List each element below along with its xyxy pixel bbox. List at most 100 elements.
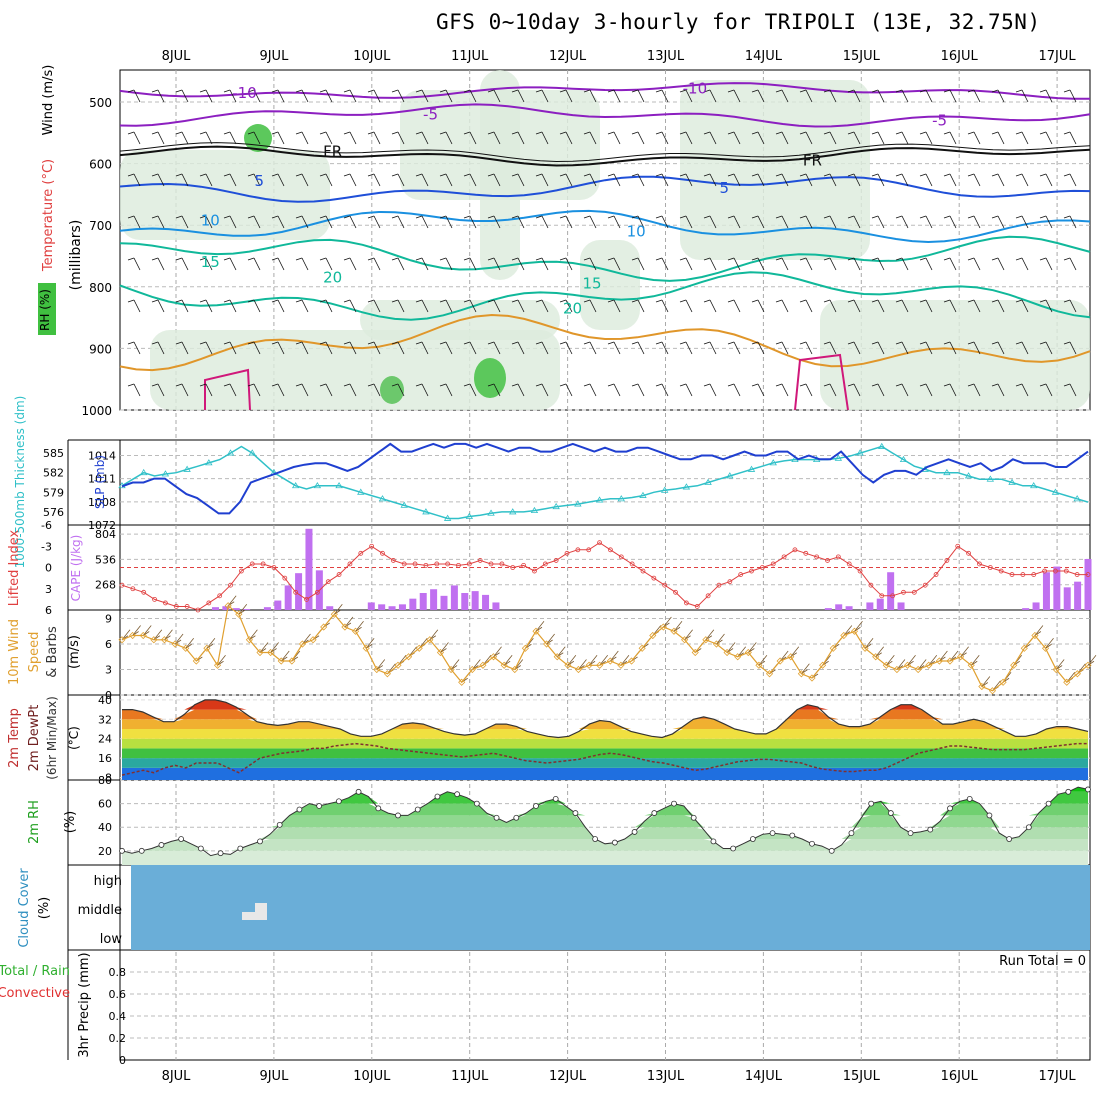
rh-point bbox=[828, 847, 835, 854]
li-point bbox=[1074, 572, 1080, 577]
cape-bar bbox=[450, 585, 458, 610]
wind10-point bbox=[383, 670, 391, 678]
rh-point bbox=[651, 810, 658, 816]
li-point bbox=[477, 558, 483, 563]
wind-barb bbox=[631, 341, 645, 355]
wind-barb bbox=[703, 173, 717, 187]
rh-shading bbox=[480, 70, 520, 280]
wind-barb bbox=[151, 383, 165, 397]
precip-tick: 0.4 bbox=[109, 1010, 127, 1023]
rh-tick: 60 bbox=[98, 798, 112, 811]
li-point bbox=[336, 572, 342, 577]
cloud-level-label: low bbox=[100, 932, 123, 947]
wind-barb bbox=[847, 383, 861, 397]
rh-band bbox=[122, 787, 1088, 792]
temperature-contour bbox=[119, 103, 1091, 128]
wind-barb bbox=[535, 341, 549, 355]
wind-barb bbox=[511, 383, 525, 397]
cape-bar bbox=[1074, 581, 1082, 610]
wind-barb bbox=[223, 89, 237, 103]
temperature-band bbox=[122, 767, 1088, 780]
top-day-label: 16JUL bbox=[941, 49, 979, 64]
wind10-point bbox=[468, 665, 476, 674]
cape-bar bbox=[1022, 608, 1030, 610]
cape-bar bbox=[471, 591, 479, 610]
rh-point bbox=[592, 836, 599, 842]
rh-high-patch bbox=[244, 124, 272, 152]
wind10-point bbox=[458, 678, 466, 686]
temperature-contour bbox=[119, 313, 1091, 372]
li-point bbox=[738, 572, 744, 577]
wind-barb bbox=[751, 383, 765, 397]
wind-barb bbox=[199, 173, 213, 187]
rh-band bbox=[122, 839, 1088, 851]
rh-point bbox=[395, 812, 401, 819]
wind-barb bbox=[679, 341, 693, 355]
wind-barb bbox=[679, 299, 693, 313]
wind-barb bbox=[895, 299, 909, 313]
wind10-point bbox=[436, 648, 445, 657]
li-point bbox=[347, 561, 353, 567]
cape-bar bbox=[222, 606, 230, 610]
li-point bbox=[987, 565, 993, 570]
li-point bbox=[380, 550, 385, 556]
li-tick: -3 bbox=[41, 540, 52, 553]
wind-barb bbox=[607, 341, 621, 355]
wind10-point bbox=[861, 644, 869, 652]
wind-barb bbox=[967, 257, 981, 271]
cape-bar bbox=[824, 608, 832, 610]
wind-barb bbox=[343, 341, 357, 355]
wind-barb bbox=[511, 341, 525, 355]
wind-barb bbox=[463, 341, 477, 355]
wind10-title-a: 10m Wind bbox=[7, 619, 22, 685]
thickness-point bbox=[291, 481, 300, 489]
bottom-day-label: 11JUL bbox=[451, 1069, 489, 1084]
wind-barb bbox=[511, 215, 525, 229]
wind10-point bbox=[426, 636, 434, 644]
wind-barb bbox=[751, 257, 765, 271]
wind10-point bbox=[723, 648, 731, 657]
cape-bar bbox=[263, 607, 271, 610]
thickness-tick: 582 bbox=[43, 467, 64, 480]
temperature-contour bbox=[119, 209, 1091, 244]
wind10-point bbox=[712, 640, 721, 648]
wind-barb bbox=[1015, 215, 1029, 229]
wind10-point bbox=[893, 665, 901, 674]
wind-barb bbox=[823, 131, 837, 145]
li-point bbox=[727, 579, 733, 585]
cloud-level-label: high bbox=[94, 874, 122, 889]
wind10-title-c: & Barbs bbox=[45, 626, 60, 678]
wind-barb bbox=[415, 215, 429, 229]
temp-title-c: (6hr Min/Max) bbox=[45, 696, 59, 780]
wind-barb bbox=[175, 89, 189, 103]
wind10-point bbox=[192, 657, 200, 665]
rh2m-title-a: 2m RH bbox=[27, 800, 42, 844]
wind-barb bbox=[991, 299, 1005, 313]
freezing-contour bbox=[119, 142, 1091, 163]
wind10-point bbox=[182, 644, 190, 652]
rh-point bbox=[887, 810, 894, 816]
rh-point bbox=[414, 806, 421, 813]
panel-frame-thick bbox=[119, 439, 1091, 526]
rh-point bbox=[749, 836, 756, 842]
wind-barb bbox=[535, 131, 549, 145]
wind-barb bbox=[847, 173, 861, 187]
bottom-day-label: 16JUL bbox=[941, 1069, 979, 1084]
wind-barb bbox=[247, 173, 261, 187]
contour-label: 5 bbox=[719, 179, 729, 197]
wind-barb bbox=[1015, 299, 1029, 313]
wind10-point bbox=[957, 653, 965, 661]
wind-barb bbox=[127, 299, 141, 313]
rh-band bbox=[122, 815, 1088, 828]
li-tick: 6 bbox=[45, 604, 52, 617]
wind-barb bbox=[247, 299, 261, 313]
cape-bar bbox=[835, 604, 843, 610]
wind10-point bbox=[203, 644, 211, 652]
li-point bbox=[1031, 572, 1037, 577]
thickness-point bbox=[747, 465, 756, 472]
wind-barb bbox=[847, 257, 861, 271]
wind10-point bbox=[829, 644, 837, 652]
dewpoint-line bbox=[121, 742, 1088, 776]
rh-point bbox=[296, 806, 303, 813]
li-point bbox=[651, 575, 657, 581]
